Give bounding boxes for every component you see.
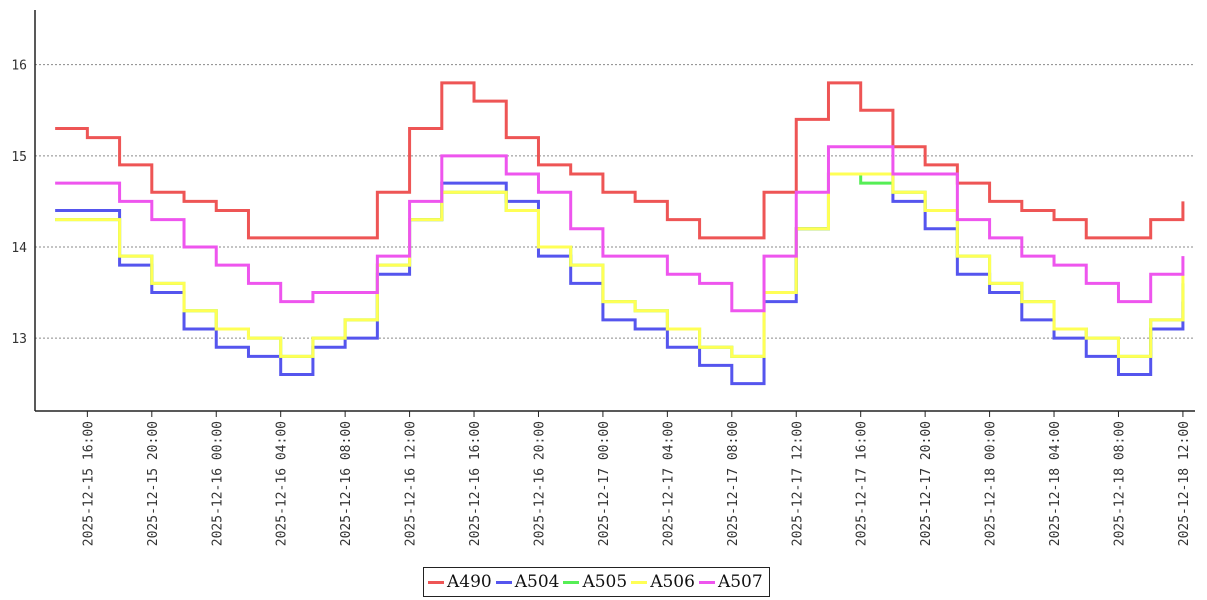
x-tick-label: 2025-12-17 12:00 <box>790 421 805 546</box>
x-tick-label: 2025-12-16 16:00 <box>468 421 483 546</box>
x-tick-label: 2025-12-18 04:00 <box>1048 421 1063 546</box>
x-tick-label: 2025-12-16 12:00 <box>404 421 419 546</box>
legend-swatch-a490 <box>428 580 444 584</box>
series-line-a490 <box>55 81 1185 240</box>
legend-item-a507: A507 <box>697 572 763 592</box>
legend-item-a506: A506 <box>629 572 695 592</box>
legend-item-a505: A505 <box>561 572 627 592</box>
y-tick-label: 15 <box>11 150 27 165</box>
legend-swatch-a504 <box>495 580 512 584</box>
x-tick-label: 2025-12-15 16:00 <box>81 421 96 546</box>
series-line-a504 <box>55 172 1185 386</box>
legend-swatch-a505 <box>563 580 580 584</box>
x-tick-label: 2025-12-16 08:00 <box>339 421 354 546</box>
y-tick-label: 16 <box>11 59 27 74</box>
series-line-a506 <box>55 172 1185 358</box>
legend-label-a504: A504 <box>514 572 560 592</box>
x-tick-label: 2025-12-18 12:00 <box>1177 421 1192 546</box>
x-tick-label: 2025-12-17 00:00 <box>597 421 612 546</box>
legend-swatch-a506 <box>631 580 648 584</box>
legend-label-a505: A505 <box>582 572 628 592</box>
legend-label-a507: A507 <box>717 572 763 592</box>
x-tick-label: 2025-12-18 00:00 <box>984 421 999 546</box>
x-tick-label: 2025-12-16 20:00 <box>532 421 547 546</box>
x-tick-label: 2025-12-16 04:00 <box>275 421 290 546</box>
series-line-a507 <box>55 145 1185 313</box>
x-tick-label: 2025-12-18 08:00 <box>1112 421 1127 546</box>
legend-item-a490: A490 <box>426 572 492 592</box>
legend: A490 A504 A505 A506 A507 <box>423 567 770 597</box>
x-tick-label: 2025-12-15 20:00 <box>146 421 161 546</box>
y-tick-label: 14 <box>11 241 27 256</box>
x-tick-label: 2025-12-17 20:00 <box>919 421 934 546</box>
x-tick-label: 2025-12-17 04:00 <box>661 421 676 546</box>
x-tick-label: 2025-12-16 00:00 <box>210 421 225 546</box>
legend-label-a490: A490 <box>447 572 492 592</box>
legend-swatch-a507 <box>698 580 715 584</box>
x-tick-label: 2025-12-17 16:00 <box>855 421 870 546</box>
legend-label-a506: A506 <box>650 572 695 592</box>
legend-item-a504: A504 <box>494 572 560 592</box>
y-tick-label: 13 <box>11 332 27 347</box>
x-tick-label: 2025-12-17 08:00 <box>726 421 741 546</box>
